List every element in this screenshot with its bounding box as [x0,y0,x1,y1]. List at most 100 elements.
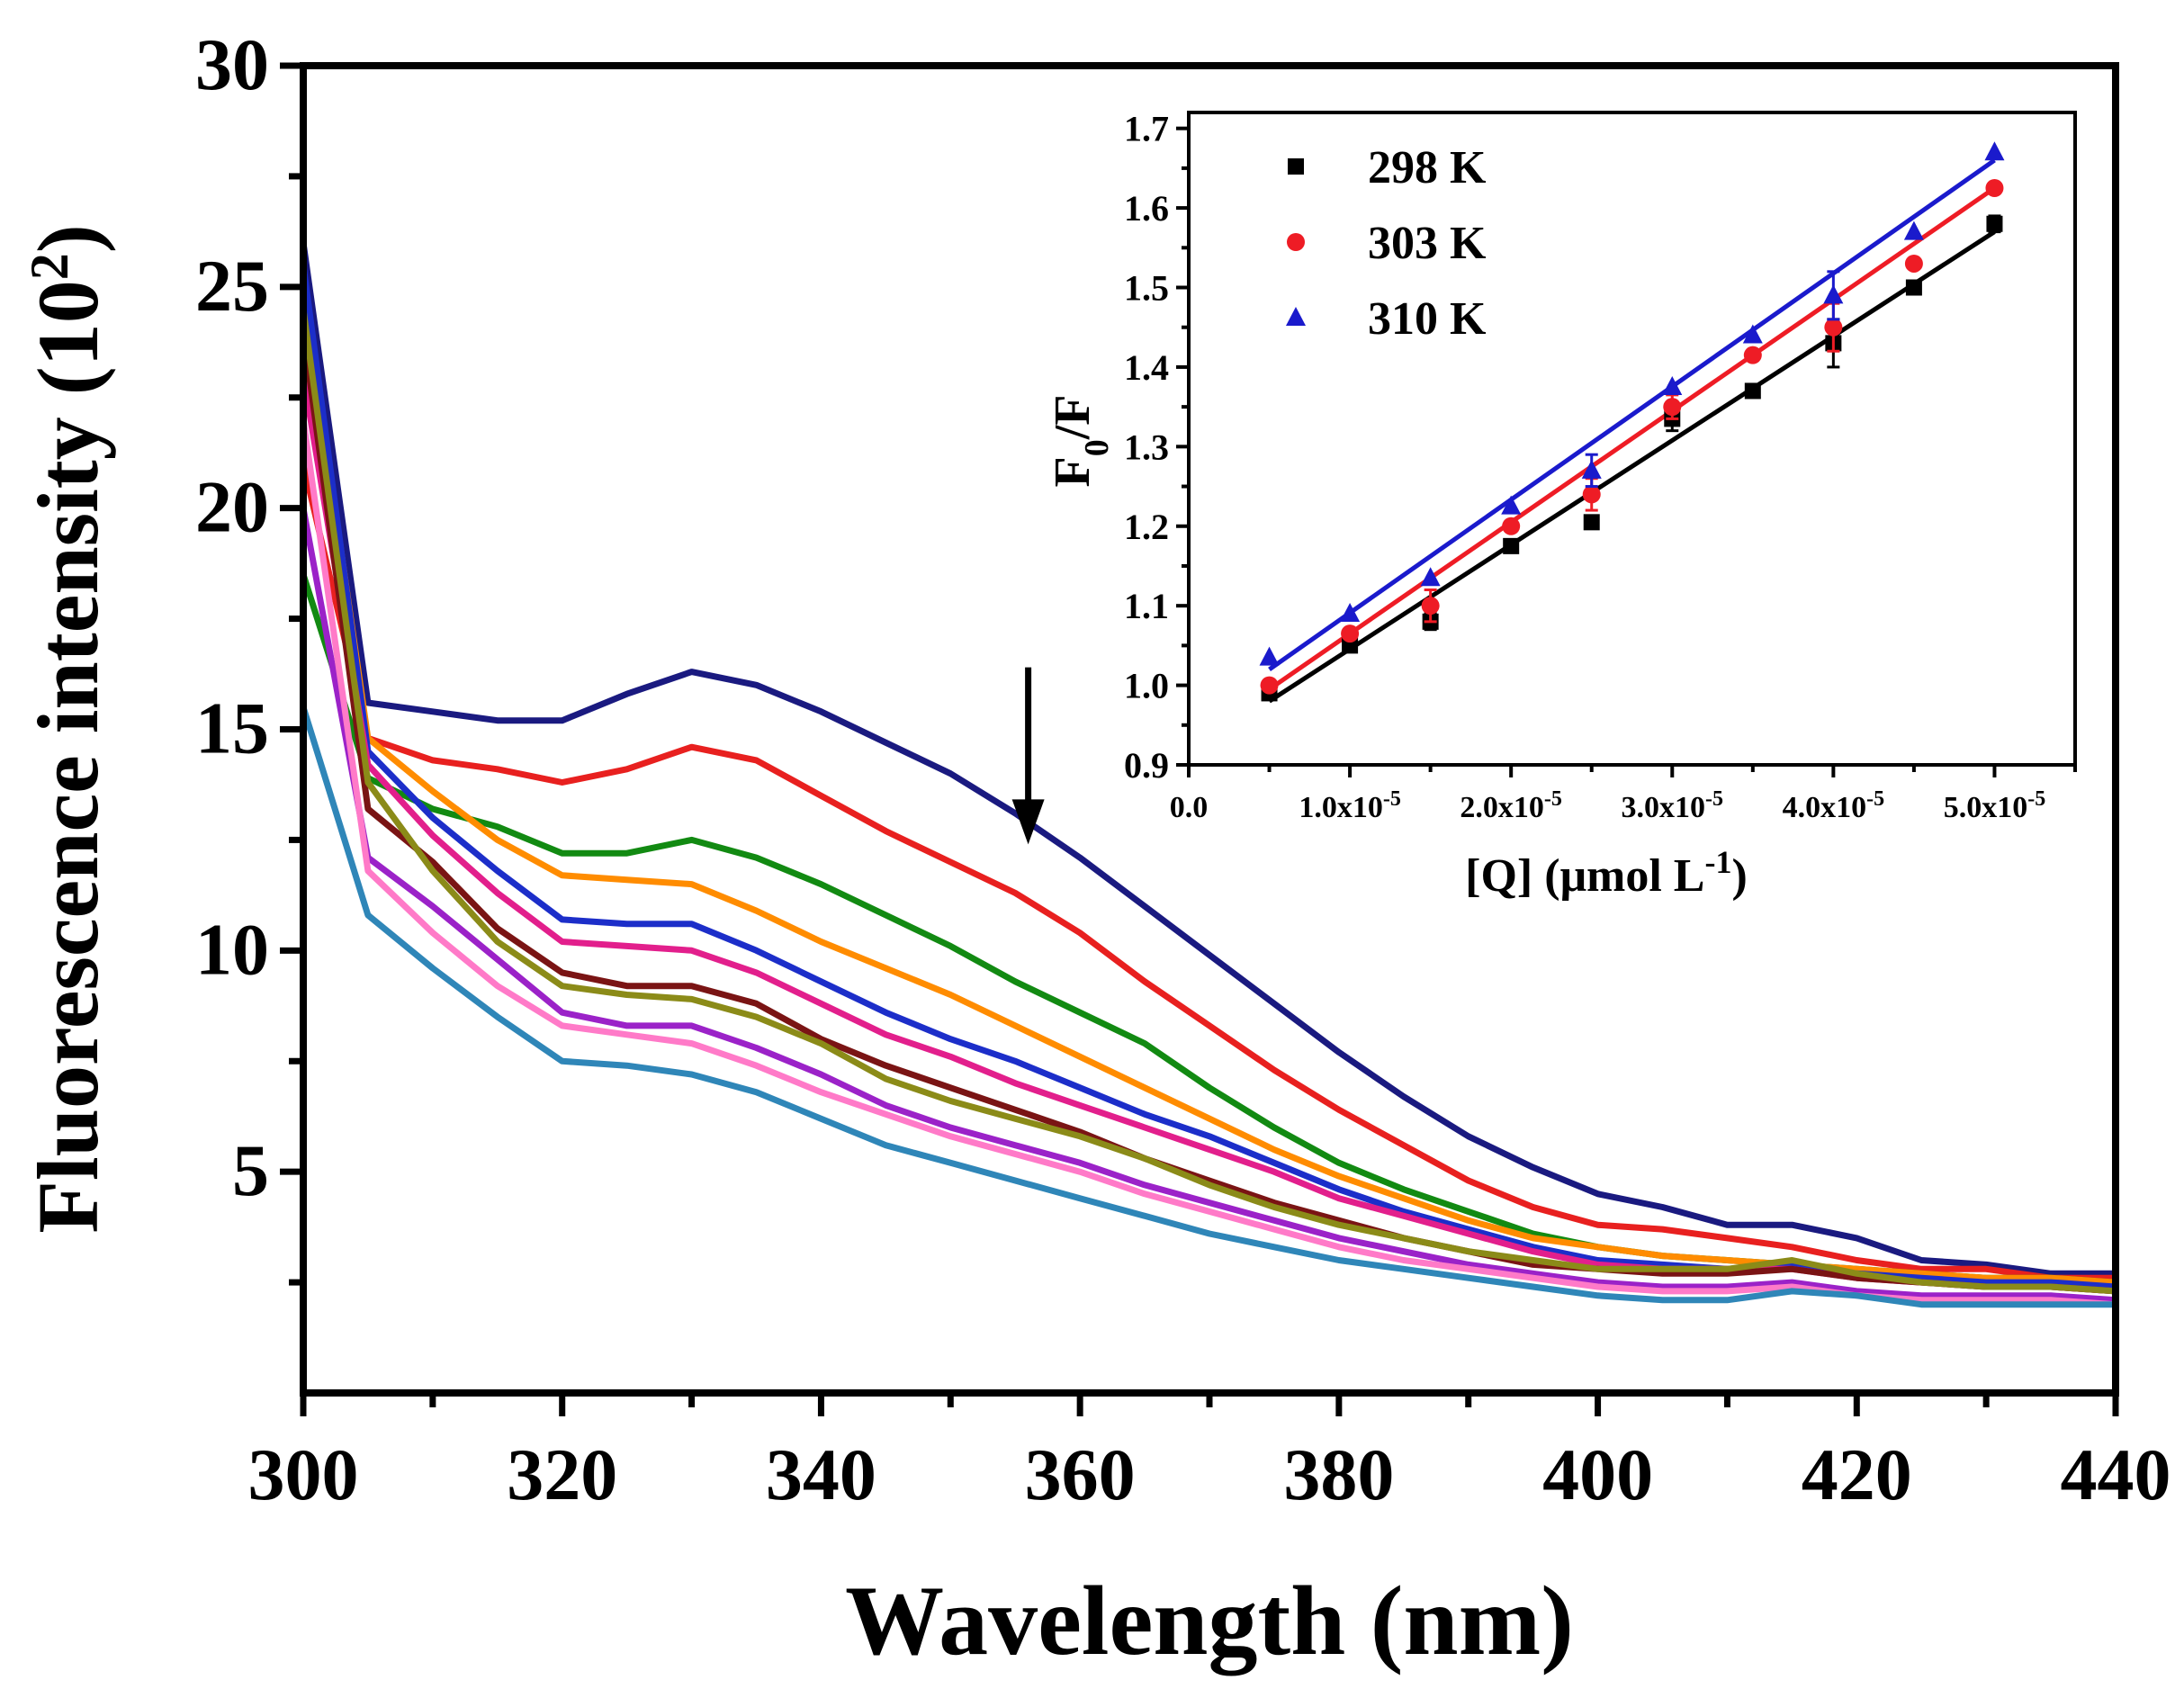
y-tick-label: 5 [232,1129,269,1211]
inset-x-tick-label-sup: -5 [1383,787,1401,811]
data-point-298K [1503,537,1520,554]
inset-chart: 0.0 1.0x10-5 2.0x10-5 3.0x10-5 4.0x10-5 5.0x1… [1045,109,2077,902]
decrease-arrow-annotation [1011,667,1045,845]
x-tick-label: 440 [2061,1433,2171,1515]
inset-x-tick-label-main: 1.0x10 [1299,791,1383,824]
inset-x-axis-title: [Q] (μmol L-1) [1465,844,1748,902]
data-point-310K [1823,284,1844,304]
inset-x-tick-label-main: 0.0 [1170,791,1209,824]
x-tick-label: 320 [507,1433,617,1515]
y-tick-label: 10 [195,908,269,990]
inset-y-tick-label: 1.0 [1124,666,1169,706]
series-line-maroon [300,330,2117,1295]
inset-x-tick-label-sup: -5 [1705,787,1723,811]
inset-x-tick-label-main: 4.0x10 [1783,791,1867,824]
data-point-310K [1742,324,1763,344]
legend-marker-310K [1286,307,1306,326]
data-point-303K [1341,624,1360,643]
inset-y-tick-label: 1.4 [1124,347,1169,388]
series-line-purple [300,508,2117,1304]
data-point-298K [1583,514,1600,531]
y-tick-label: 25 [195,245,269,327]
inset-y-tick-label: 1.6 [1124,188,1169,229]
series-line-steelblue [300,705,2116,1308]
main-series-lines [300,242,2117,1308]
data-point-310K [1903,220,1924,240]
inset-plot-frame [1187,111,2077,767]
inset-x-tick-label-sup: -5 [1544,787,1562,811]
inset-x-tick-label: 1.0x10-5 [1299,787,1401,824]
inset-y-axis-title-text: F [1045,456,1101,487]
main-y-axis-title-text: Fluorescence intensity (10 [20,280,116,1233]
inset-x-ticks: 0.0 1.0x10-5 2.0x10-5 3.0x10-5 4.0x10-5 5.0x1… [1170,765,2077,824]
main-x-axis-title: Wavelength (nm) [845,1566,1574,1676]
data-point-303K [1260,676,1279,695]
inset-y-tick-label: 1.7 [1124,109,1169,149]
data-point-303K [1904,254,1923,273]
series-line-olive [300,308,2117,1295]
data-point-303K [1985,178,2004,197]
data-point-310K [1259,646,1280,666]
fit-line-303K [1268,185,1996,692]
inset-x-tick-label-main: 3.0x10 [1622,791,1706,824]
data-point-303K [1582,485,1601,504]
data-point-303K [1502,517,1521,535]
x-tick-label: 360 [1025,1433,1136,1515]
data-point-310K [1340,603,1361,623]
y-tick-label: 15 [195,687,269,769]
inset-y-tick-label: 1.5 [1124,268,1169,309]
data-point-303K [1663,398,1682,417]
inset-x-tick-label: 5.0x10-5 [1944,787,2046,824]
inset-x-axis-title-close: ) [1732,850,1748,902]
inset-y-axis-title-sub: 0 [1078,439,1116,456]
main-y-ticks: 5 10 15 20 25 30 [195,23,303,1286]
y-tick-label: 20 [195,466,269,548]
data-point-303K [1421,597,1440,615]
inset-x-tick-label: 3.0x10-5 [1622,787,1724,824]
series-line-red [300,463,2116,1281]
fit-line-310K [1268,158,1996,671]
data-point-303K [1743,346,1762,364]
data-point-298K [1905,279,1922,296]
main-y-axis-title-sup: 2 [20,253,79,280]
inset-x-tick-label-main: 2.0x10 [1460,791,1544,824]
data-point-310K [1984,141,2005,161]
legend-marker-303K [1287,233,1305,251]
inset-y-axis-title-close: /F [1045,395,1101,441]
data-point-310K [1420,567,1441,587]
x-tick-label: 300 [248,1433,359,1515]
data-point-310K [1662,376,1683,396]
x-tick-label: 420 [1802,1433,1912,1515]
inset-x-axis-title-sup: -1 [1705,844,1732,880]
x-tick-label: 380 [1283,1433,1394,1515]
main-x-ticks: 300 320 340 360 380 400 420 440 [248,1393,2171,1515]
legend-label-303K: 303 K [1368,218,1487,269]
data-point-310K [1501,495,1522,515]
inset-data-points [1259,141,2005,702]
data-point-298K [1744,382,1761,400]
y-tick-label: 30 [195,23,269,105]
main-y-axis-title: Fluorescence intensity (102) [20,224,116,1233]
inset-fit-lines [1268,158,1996,704]
inset-x-tick-label-main: 5.0x10 [1944,791,2028,824]
legend-marker-298K [1288,158,1304,175]
data-point-310K [1581,459,1602,479]
inset-y-ticks: 0.9 1.0 1.1 1.2 1.3 1.4 1.5 1.6 1.7 [1124,109,1189,786]
x-tick-label: 340 [766,1433,876,1515]
legend-label-310K: 310 K [1368,293,1487,345]
series-line-navy [300,242,2116,1277]
inset-y-tick-label: 1.1 [1124,586,1169,626]
fit-line-298K [1268,229,1996,704]
inset-y-tick-label: 0.9 [1124,745,1169,786]
main-y-axis-title-close: ) [20,224,116,253]
inset-x-tick-label-sup: -5 [2027,787,2045,811]
inset-y-axis-title: F0/F [1045,395,1116,488]
inset-legend: 298 K 303 K 310 K [1286,142,1487,345]
data-point-303K [1824,318,1843,337]
inset-x-tick-label: 4.0x10-5 [1783,787,1885,824]
inset-x-tick-label: 2.0x10-5 [1460,787,1562,824]
legend-label-298K: 298 K [1368,142,1487,193]
data-point-298K [1986,215,2003,232]
